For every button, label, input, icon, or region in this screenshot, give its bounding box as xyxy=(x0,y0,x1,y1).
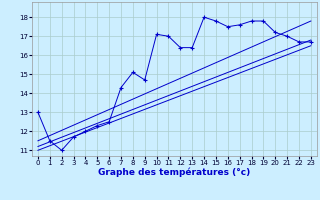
X-axis label: Graphe des températures (°c): Graphe des températures (°c) xyxy=(98,168,251,177)
